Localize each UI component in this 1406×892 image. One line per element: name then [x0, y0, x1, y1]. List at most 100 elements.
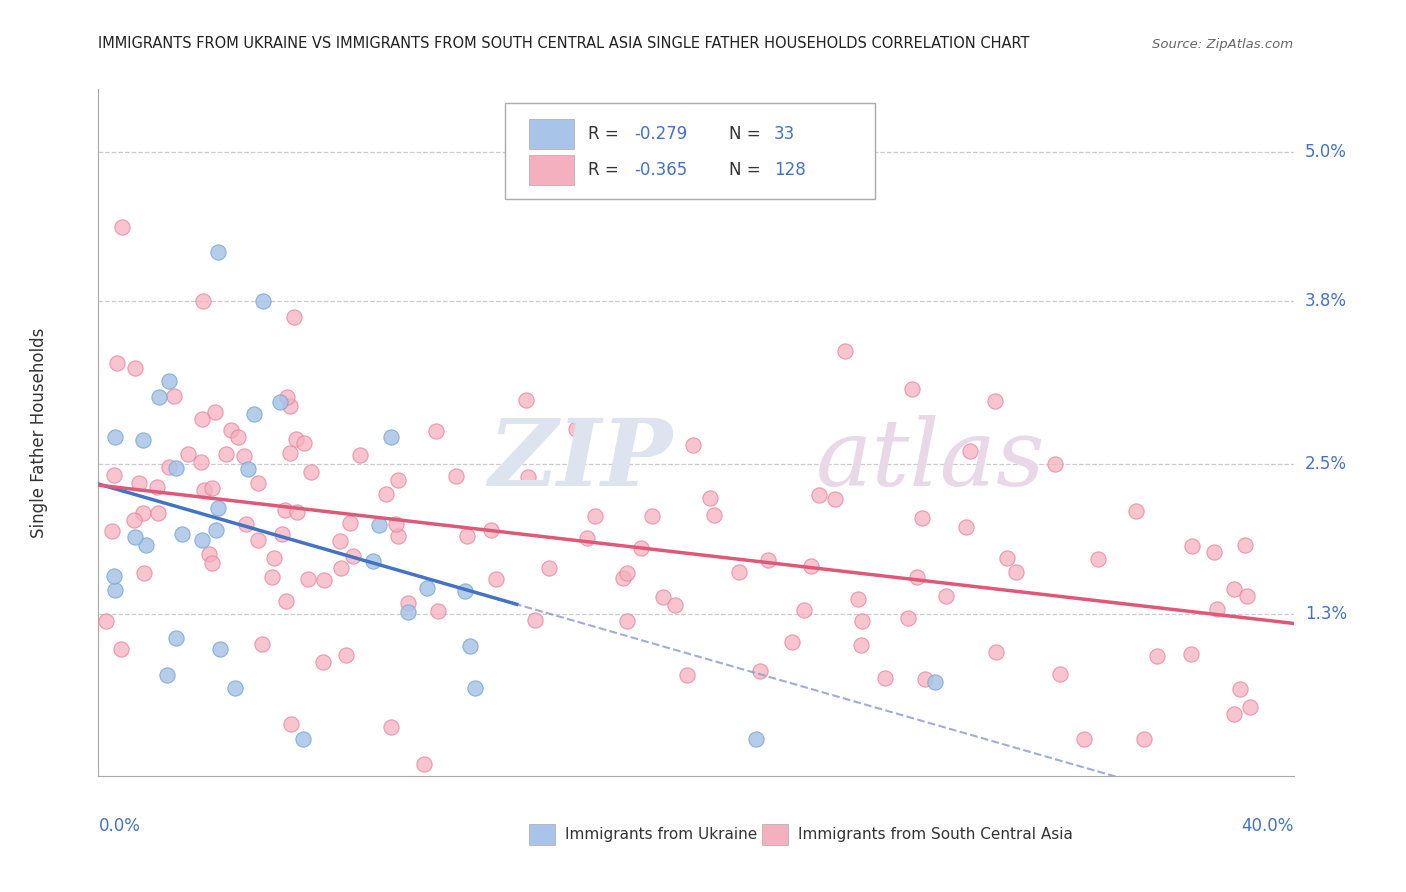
Point: [1133, 731, 1156, 746]
Point: [703, 508, 725, 522]
Text: Immigrants from Ukraine: Immigrants from Ukraine: [565, 827, 756, 842]
Point: [284, 432, 307, 446]
Point: [103, 468, 125, 483]
Point: [236, 462, 259, 476]
Point: [576, 531, 599, 545]
Point: [367, 517, 389, 532]
Text: 5.0%: 5.0%: [1305, 143, 1347, 161]
Point: [387, 529, 409, 543]
Point: [1236, 589, 1258, 603]
Text: N =: N =: [730, 161, 766, 179]
Point: [292, 436, 315, 450]
Point: [1087, 552, 1109, 566]
Text: 33: 33: [773, 125, 794, 143]
Point: [984, 394, 1007, 409]
Point: [924, 674, 946, 689]
Text: 128: 128: [773, 161, 806, 179]
Point: [342, 549, 364, 563]
Point: [616, 615, 638, 629]
Point: [191, 412, 214, 426]
Point: [246, 533, 269, 548]
Point: [565, 422, 588, 436]
Point: [252, 294, 274, 309]
Point: [824, 491, 846, 506]
Point: [664, 598, 686, 612]
Point: [104, 430, 127, 444]
Bar: [762, 824, 787, 845]
Point: [800, 558, 823, 573]
Bar: [529, 155, 574, 186]
Point: [101, 524, 124, 538]
Point: [745, 731, 768, 746]
Point: [905, 570, 928, 584]
Point: [1223, 582, 1246, 596]
Point: [699, 491, 721, 505]
Point: [517, 469, 540, 483]
Point: [215, 447, 238, 461]
Point: [145, 480, 167, 494]
Point: [190, 455, 212, 469]
Point: [191, 294, 214, 309]
Point: [278, 445, 301, 459]
Point: [849, 638, 872, 652]
Text: R =: R =: [589, 125, 624, 143]
Point: [260, 570, 283, 584]
Point: [380, 720, 402, 734]
Point: [198, 547, 221, 561]
Point: [274, 502, 297, 516]
Text: Immigrants from South Central Asia: Immigrants from South Central Asia: [797, 827, 1073, 842]
Point: [1180, 647, 1202, 661]
Point: [339, 516, 361, 530]
Point: [176, 447, 198, 461]
Text: R =: R =: [589, 161, 624, 179]
Point: [157, 460, 180, 475]
Point: [454, 583, 477, 598]
Point: [1233, 538, 1256, 552]
Text: -0.279: -0.279: [634, 125, 688, 143]
Point: [250, 637, 273, 651]
Point: [163, 389, 186, 403]
Point: [1181, 539, 1204, 553]
Text: 1.3%: 1.3%: [1305, 605, 1347, 623]
Point: [193, 483, 215, 498]
Point: [416, 581, 439, 595]
Point: [515, 392, 537, 407]
Point: [995, 550, 1018, 565]
Point: [630, 541, 652, 555]
FancyBboxPatch shape: [505, 103, 875, 199]
Point: [111, 219, 134, 234]
Point: [228, 430, 250, 444]
Text: 0.0%: 0.0%: [98, 817, 141, 835]
Point: [396, 605, 419, 619]
Point: [312, 574, 335, 588]
Point: [312, 655, 335, 669]
Point: [464, 681, 486, 696]
Point: [1206, 602, 1229, 616]
Point: [124, 530, 146, 544]
Point: [335, 648, 357, 662]
Bar: [529, 824, 555, 845]
Text: -0.365: -0.365: [634, 161, 688, 179]
Point: [387, 473, 409, 487]
Point: [748, 664, 770, 678]
Point: [955, 520, 977, 534]
Point: [1239, 699, 1261, 714]
Point: [652, 590, 675, 604]
Point: [380, 430, 402, 444]
Point: [897, 611, 920, 625]
Point: [935, 589, 957, 603]
Bar: [529, 119, 574, 149]
Point: [583, 508, 606, 523]
Text: N =: N =: [730, 125, 766, 143]
Point: [984, 645, 1007, 659]
Text: IMMIGRANTS FROM UKRAINE VS IMMIGRANTS FROM SOUTH CENTRAL ASIA SINGLE FATHER HOUS: IMMIGRANTS FROM UKRAINE VS IMMIGRANTS FR…: [98, 37, 1031, 52]
Point: [846, 592, 869, 607]
Point: [191, 533, 214, 548]
Text: atlas: atlas: [815, 415, 1045, 505]
Point: [793, 603, 815, 617]
Text: Single Father Households: Single Father Households: [30, 327, 48, 538]
Point: [676, 668, 699, 682]
Point: [205, 523, 228, 537]
Point: [1043, 457, 1066, 471]
Point: [900, 382, 922, 396]
